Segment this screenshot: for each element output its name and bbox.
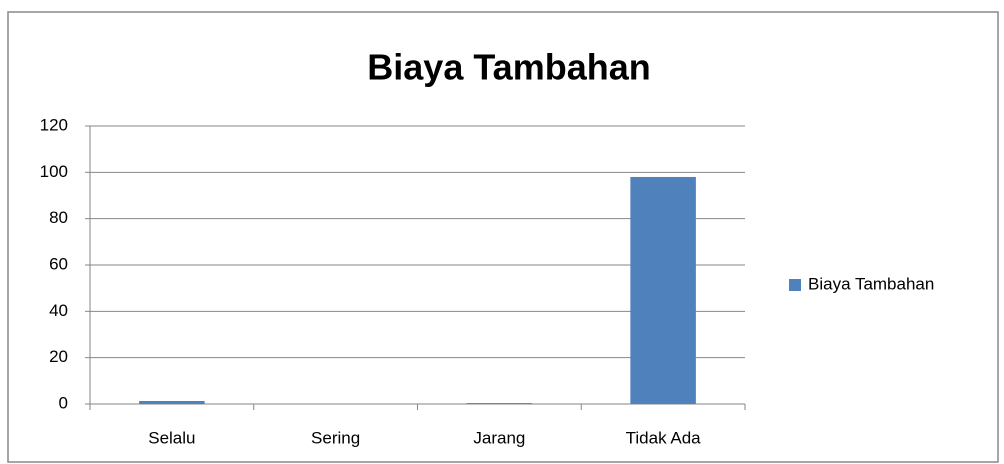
y-tick-label: 20 <box>49 347 68 366</box>
chart-frame <box>7 11 999 463</box>
y-tick-label: 60 <box>49 254 68 273</box>
x-tick-label: Jarang <box>473 428 525 447</box>
bar <box>630 176 696 404</box>
legend-label: Biaya Tambahan <box>808 274 934 293</box>
y-tick-label: 0 <box>59 393 68 412</box>
chart-title: Biaya Tambahan <box>367 47 650 88</box>
y-tick-label: 120 <box>40 115 68 134</box>
y-tick-label: 100 <box>40 162 68 181</box>
legend-swatch <box>789 279 801 291</box>
x-tick-label: Tidak Ada <box>626 428 702 447</box>
bar <box>466 403 533 404</box>
x-tick-label: Sering <box>311 428 360 447</box>
y-tick-label: 40 <box>49 301 68 320</box>
bar <box>139 400 205 404</box>
y-tick-label: 80 <box>49 208 68 227</box>
x-tick-label: Selalu <box>148 428 195 447</box>
